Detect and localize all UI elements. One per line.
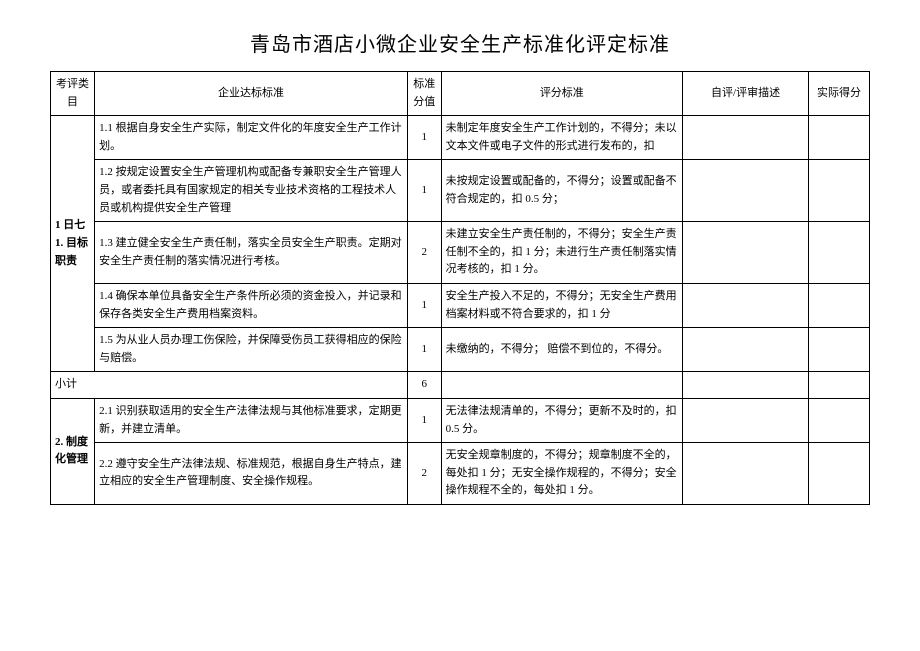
table-row: 1 日七 1. 目标职责 1.1 根据自身安全生产实际，制定文件化的年度安全生产… bbox=[51, 116, 870, 160]
standard-cell: 1.4 确保本单位具备安全生产条件所必须的资金投入，并记录和保存各类安全生产费用… bbox=[95, 283, 408, 327]
rule-cell: 安全生产投入不足的，不得分；无安全生产费用档案材料或不符合要求的，扣 1 分 bbox=[441, 283, 682, 327]
col-standard: 企业达标标准 bbox=[95, 72, 408, 116]
table-row: 1.4 确保本单位具备安全生产条件所必须的资金投入，并记录和保存各类安全生产费用… bbox=[51, 283, 870, 327]
page-title: 青岛市酒店小微企业安全生产标准化评定标准 bbox=[50, 28, 870, 57]
subtotal-score: 6 bbox=[407, 372, 441, 399]
desc-cell bbox=[683, 328, 809, 372]
category-cell-2: 2. 制度化管理 bbox=[51, 398, 95, 504]
actual-cell bbox=[809, 283, 870, 327]
actual-cell bbox=[809, 328, 870, 372]
category-cell-1: 1 日七 1. 目标职责 bbox=[51, 116, 95, 372]
rule-cell: 未缴纳的，不得分； 赔偿不到位的，不得分。 bbox=[441, 328, 682, 372]
standard-cell: 1.5 为从业人员办理工伤保险，并保障受伤员工获得相应的保险与赔偿。 bbox=[95, 328, 408, 372]
actual-cell bbox=[809, 222, 870, 284]
rule-cell: 未制定年度安全生产工作计划的，不得分；未以文本文件或电子文件的形式进行发布的，扣 bbox=[441, 116, 682, 160]
subtotal-act bbox=[809, 372, 870, 399]
subtotal-desc bbox=[683, 372, 809, 399]
rule-cell: 无安全规章制度的，不得分；规章制度不全的，每处扣 1 分；无安全操作规程的，不得… bbox=[441, 443, 682, 505]
standards-table: 考评类目 企业达标标准 标准分值 评分标准 自评/评审描述 实际得分 1 日七 … bbox=[50, 71, 870, 505]
score-cell: 1 bbox=[407, 160, 441, 222]
rule-cell: 无法律法规清单的，不得分；更新不及时的，扣 0.5 分。 bbox=[441, 398, 682, 442]
col-actual: 实际得分 bbox=[809, 72, 870, 116]
desc-cell bbox=[683, 222, 809, 284]
table-row: 1.2 按规定设置安全生产管理机构或配备专兼职安全生产管理人员，或者委托具有国家… bbox=[51, 160, 870, 222]
standard-cell: 1.3 建立健全安全生产责任制，落实全员安全生产职责。定期对安全生产责任制的落实… bbox=[95, 222, 408, 284]
subtotal-label: 小计 bbox=[51, 372, 408, 399]
score-cell: 1 bbox=[407, 283, 441, 327]
table-row: 1.5 为从业人员办理工伤保险，并保障受伤员工获得相应的保险与赔偿。 1 未缴纳… bbox=[51, 328, 870, 372]
actual-cell bbox=[809, 398, 870, 442]
score-cell: 2 bbox=[407, 222, 441, 284]
score-cell: 1 bbox=[407, 398, 441, 442]
rule-cell: 未按规定设置或配备的，不得分；设置或配备不符合规定的，扣 0.5 分； bbox=[441, 160, 682, 222]
standard-cell: 1.2 按规定设置安全生产管理机构或配备专兼职安全生产管理人员，或者委托具有国家… bbox=[95, 160, 408, 222]
actual-cell bbox=[809, 116, 870, 160]
desc-cell bbox=[683, 116, 809, 160]
col-category: 考评类目 bbox=[51, 72, 95, 116]
standard-cell: 1.1 根据自身安全生产实际，制定文件化的年度安全生产工作计划。 bbox=[95, 116, 408, 160]
col-desc: 自评/评审描述 bbox=[683, 72, 809, 116]
subtotal-row: 小计 6 bbox=[51, 372, 870, 399]
desc-cell bbox=[683, 398, 809, 442]
score-cell: 1 bbox=[407, 328, 441, 372]
table-row: 2.2 遵守安全生产法律法规、标准规范，根据自身生产特点，建立相应的安全生产管理… bbox=[51, 443, 870, 505]
page: 青岛市酒店小微企业安全生产标准化评定标准 考评类目 企业达标标准 标准分值 评分… bbox=[0, 0, 920, 651]
standard-cell: 2.2 遵守安全生产法律法规、标准规范，根据自身生产特点，建立相应的安全生产管理… bbox=[95, 443, 408, 505]
col-score: 标准分值 bbox=[407, 72, 441, 116]
subtotal-rule bbox=[441, 372, 682, 399]
score-cell: 2 bbox=[407, 443, 441, 505]
table-row: 1.3 建立健全安全生产责任制，落实全员安全生产职责。定期对安全生产责任制的落实… bbox=[51, 222, 870, 284]
desc-cell bbox=[683, 160, 809, 222]
actual-cell bbox=[809, 443, 870, 505]
desc-cell bbox=[683, 443, 809, 505]
table-row: 2. 制度化管理 2.1 识别获取适用的安全生产法律法规与其他标准要求，定期更新… bbox=[51, 398, 870, 442]
standard-cell: 2.1 识别获取适用的安全生产法律法规与其他标准要求，定期更新，并建立清单。 bbox=[95, 398, 408, 442]
table-header-row: 考评类目 企业达标标准 标准分值 评分标准 自评/评审描述 实际得分 bbox=[51, 72, 870, 116]
rule-cell: 未建立安全生产责任制的，不得分；安全生产责任制不全的，扣 1 分；未进行生产责任… bbox=[441, 222, 682, 284]
actual-cell bbox=[809, 160, 870, 222]
desc-cell bbox=[683, 283, 809, 327]
score-cell: 1 bbox=[407, 116, 441, 160]
col-rule: 评分标准 bbox=[441, 72, 682, 116]
